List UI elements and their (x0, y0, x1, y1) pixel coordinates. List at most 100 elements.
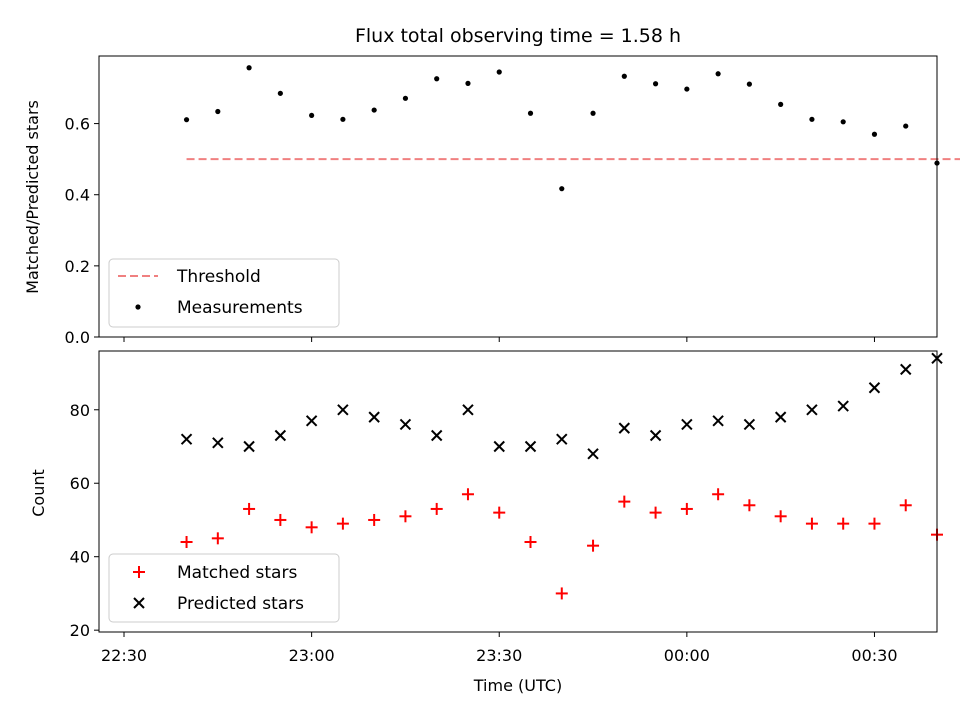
top-panel: 0.0 0.2 0.4 0.6 Matched/Predicted stars Thr… (23, 55, 960, 347)
legend-predicted-label: Predicted stars (177, 594, 304, 614)
measurement-point (465, 80, 471, 86)
matched-star-point (243, 502, 256, 515)
top-y-tick-label: 0.4 (65, 186, 90, 205)
chart-title: Flux total observing time = 1.58 h (355, 25, 681, 47)
predicted-star-point (837, 400, 849, 412)
bottom-y-tick-label: 40 (70, 548, 90, 567)
matched-star-point (743, 499, 756, 512)
predicted-star-point (681, 418, 693, 431)
matched-star-point (587, 539, 600, 552)
predicted-star-point (180, 433, 193, 445)
measurement-point (402, 95, 409, 101)
measurement-point (371, 107, 377, 113)
legend-threshold-label: Threshold (176, 267, 261, 287)
top-legend: Threshold Measurements (108, 258, 340, 328)
matched-star-point (493, 506, 506, 519)
matched-star-point (805, 517, 818, 530)
predicted-star-point (556, 433, 568, 445)
legend-matched-swatch (133, 566, 145, 578)
predicted-star-point (587, 448, 599, 460)
matched-star-point (430, 502, 443, 515)
top-y-tick-label: 0.0 (65, 328, 90, 347)
legend-measurements-label: Measurements (177, 298, 303, 318)
measurement-point (496, 69, 502, 75)
legend-measurements-swatch (135, 304, 141, 310)
predicted-star-point (493, 440, 505, 453)
predicted-star-point (368, 411, 380, 423)
bottom-plot-frame (98, 350, 938, 633)
predicted-star-point (337, 404, 349, 416)
predicted-star-point (524, 440, 537, 453)
matched-star-point (712, 488, 725, 501)
legend-matched-label: Matched stars (177, 563, 297, 583)
predicted-star-point (462, 404, 474, 416)
top-y-axis-label: Matched/Predicted stars (23, 100, 42, 294)
measurement-point (590, 110, 596, 116)
top-plot-frame (98, 55, 938, 338)
x-tick-label: 00:30 (851, 646, 897, 665)
bottom-y-ticks: 20 40 60 80 (70, 401, 99, 640)
predicted-star-point (243, 440, 255, 453)
matched-star-point (180, 536, 193, 549)
matched-star-point (399, 510, 412, 523)
measurement-point (246, 65, 252, 71)
matched-star-point (274, 513, 287, 526)
matched-star-point (524, 536, 537, 549)
top-y-tick-label: 0.6 (65, 115, 90, 134)
matched-star-point (368, 513, 381, 526)
matched-star-point (837, 517, 850, 530)
measurement-points (183, 65, 940, 192)
predicted-star-point (618, 422, 631, 434)
measurement-point (434, 76, 440, 82)
matched-star-point (555, 587, 568, 600)
measurement-point (277, 90, 283, 96)
matched-star-point (774, 510, 787, 523)
measurement-point (621, 73, 627, 79)
bottom-y-tick-label: 80 (70, 401, 90, 420)
matched-star-point (461, 488, 474, 501)
legend-predicted-swatch (133, 597, 145, 609)
matched-star-point (868, 517, 881, 530)
predicted-star-point (212, 437, 224, 449)
measurement-point (809, 116, 815, 122)
predicted-star-point (868, 382, 881, 394)
top-y-tick-label: 0.2 (65, 257, 90, 276)
x-tick-label: 23:00 (289, 646, 335, 665)
measurement-point (871, 131, 878, 137)
top-y-ticks: 0.0 0.2 0.4 0.6 (65, 115, 99, 347)
measurement-point (527, 110, 534, 116)
predicted-star-point (743, 418, 756, 431)
predicted-star-point (649, 429, 662, 442)
top-x-ticks (123, 337, 875, 342)
measurement-point (778, 101, 784, 107)
bottom-legend-box (108, 553, 340, 623)
x-tick-label: 23:30 (476, 646, 522, 665)
predicted-star-point (774, 411, 787, 423)
matched-star-point (899, 499, 912, 512)
predicted-star-point (274, 429, 287, 442)
measurement-point (559, 186, 565, 192)
measurement-point (340, 116, 346, 122)
predicted-star-point (900, 363, 912, 376)
matched-star-point (336, 517, 349, 530)
bottom-y-tick-label: 20 (70, 621, 90, 640)
measurement-point (309, 112, 315, 119)
measurement-point (684, 86, 690, 92)
measurement-point (183, 117, 190, 123)
bottom-x-ticks: 22:3023:0023:3000:0000:3001:0001:3002:00… (101, 632, 898, 665)
bottom-y-tick-label: 60 (70, 474, 90, 493)
measurement-point (215, 108, 221, 115)
predicted-stars-points (180, 352, 943, 460)
x-axis-label: Time (UTC) (473, 676, 562, 695)
measurement-point (840, 119, 846, 125)
matched-star-point (680, 502, 693, 515)
x-tick-label: 00:00 (664, 646, 710, 665)
measurement-point (746, 81, 752, 87)
matched-star-point (618, 495, 631, 508)
predicted-star-point (430, 429, 443, 442)
x-tick-label: 22:30 (101, 646, 147, 665)
predicted-star-point (712, 415, 724, 427)
predicted-star-point (399, 418, 412, 431)
